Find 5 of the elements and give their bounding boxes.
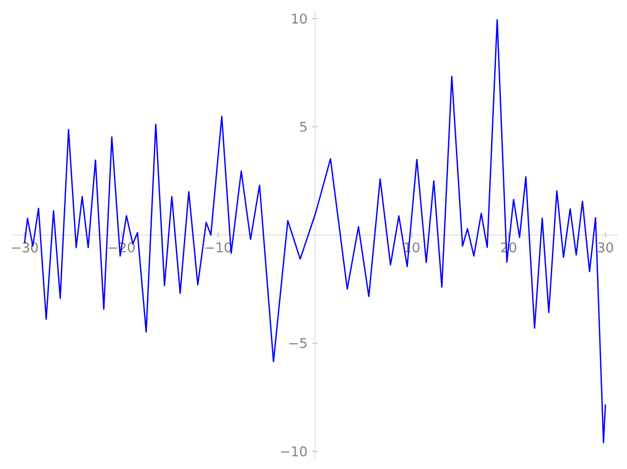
y-tick-label: 5 (300, 122, 306, 132)
y-tick-label: 10 (292, 14, 307, 24)
y-tick-label: −10 (280, 446, 307, 456)
x-tick-label: 30 (598, 242, 614, 252)
y-tick-label: −5 (289, 338, 306, 348)
